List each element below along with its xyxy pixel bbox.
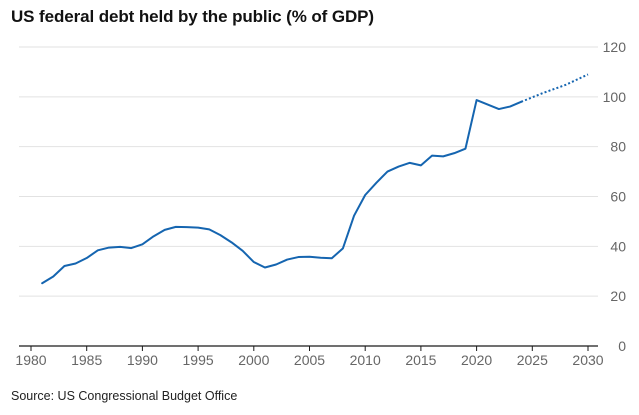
x-tick-label-2015: 2015: [405, 352, 436, 368]
x-tick-label-2000: 2000: [238, 352, 269, 368]
y-tick-label-100: 100: [603, 89, 627, 105]
y-tick-labels: 0 20 40 60 80 100 120: [603, 39, 627, 354]
x-tick-label-1990: 1990: [127, 352, 158, 368]
y-tick-label-60: 60: [610, 189, 626, 205]
x-tick-label-2025: 2025: [517, 352, 548, 368]
x-tick-label-1995: 1995: [183, 352, 214, 368]
historical-line: [41, 99, 523, 285]
x-tick-labels: 1980 1985 1990 1995 2000 2005 2010 2015 2020 2025…: [15, 352, 603, 368]
x-tick-label-2020: 2020: [461, 352, 492, 368]
x-tick-label-1980: 1980: [15, 352, 46, 368]
y-tick-label-20: 20: [610, 288, 626, 304]
source-note: Source: US Congressional Budget Office: [11, 389, 238, 403]
x-tick-label-2005: 2005: [294, 352, 325, 368]
y-tick-label-40: 40: [610, 238, 626, 254]
y-tick-label-0: 0: [618, 338, 626, 354]
x-tick-label-2010: 2010: [350, 352, 381, 368]
y-tick-label-120: 120: [603, 39, 627, 55]
chart-title: US federal debt held by the public (% of…: [11, 7, 374, 26]
series-lines: [41, 73, 589, 285]
y-tick-label-80: 80: [610, 139, 626, 155]
x-ticks: [30, 346, 589, 351]
x-tick-label-1985: 1985: [71, 352, 102, 368]
gridlines: [19, 46, 598, 347]
projection-line: [520, 73, 589, 103]
x-tick-label-2030: 2030: [572, 352, 603, 368]
